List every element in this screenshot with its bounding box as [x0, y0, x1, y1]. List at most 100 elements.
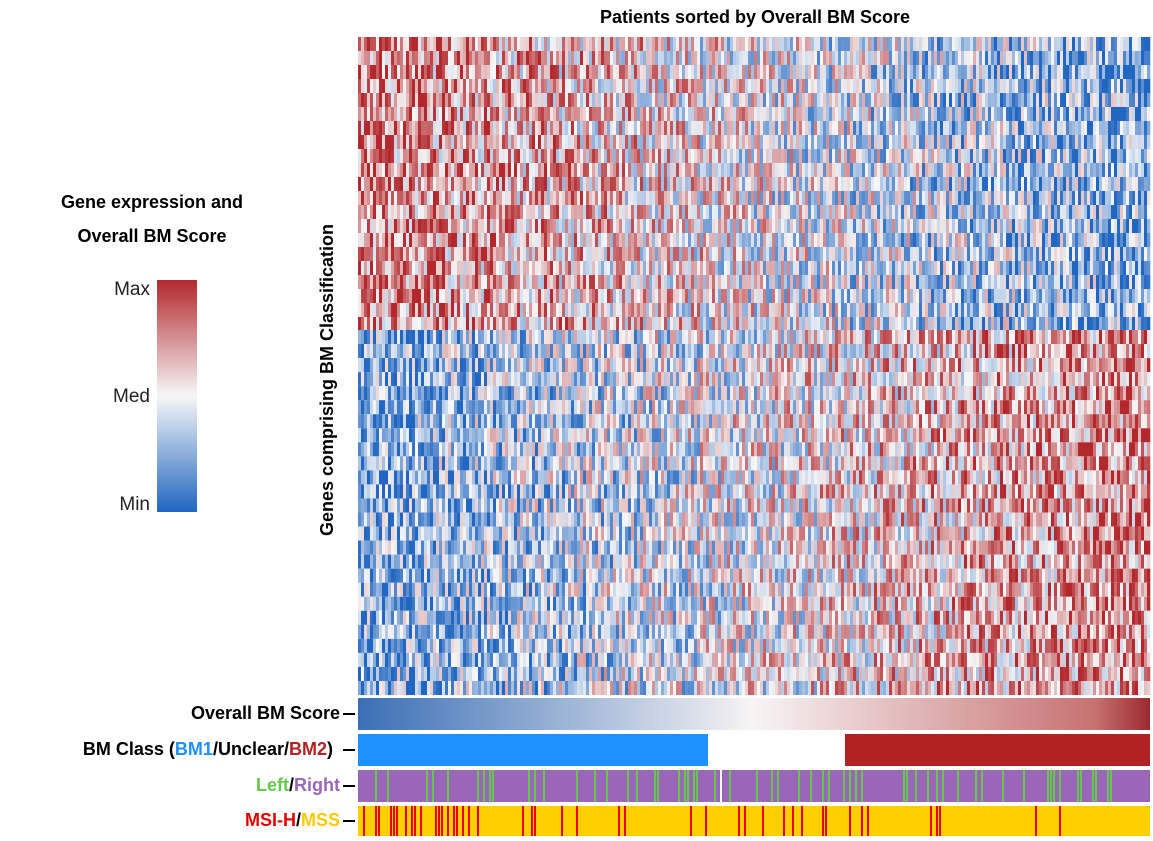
- heat-cell: [1030, 121, 1034, 135]
- heat-cell: [544, 177, 548, 191]
- heat-cell: [628, 233, 632, 247]
- heat-cell: [622, 177, 626, 191]
- heat-cell: [406, 163, 410, 177]
- heat-cell: [466, 289, 470, 303]
- heat-cell: [415, 93, 419, 107]
- heat-cell: [793, 51, 797, 65]
- heat-cell: [469, 79, 473, 93]
- heat-cell: [952, 79, 956, 93]
- heat-cell: [577, 121, 581, 135]
- heat-cell: [382, 289, 386, 303]
- heat-cell: [688, 247, 692, 261]
- heat-cell: [655, 275, 659, 289]
- heat-cell: [1006, 79, 1010, 93]
- heat-cell: [964, 247, 968, 261]
- heat-cell: [1138, 79, 1142, 93]
- heat-cell: [1021, 177, 1025, 191]
- heat-cell: [787, 135, 791, 149]
- heat-cell: [970, 149, 974, 163]
- heat-cell: [976, 149, 980, 163]
- heat-cell: [1072, 163, 1076, 177]
- heat-cell: [907, 205, 911, 219]
- heat-cell: [739, 163, 743, 177]
- heat-cell: [406, 275, 410, 289]
- heat-cell: [490, 233, 494, 247]
- heat-cell: [1066, 191, 1070, 205]
- heat-cell: [496, 93, 500, 107]
- heat-cell: [931, 107, 935, 121]
- heat-cell: [481, 191, 485, 205]
- heat-cell: [949, 247, 953, 261]
- heat-cell: [811, 163, 815, 177]
- heat-cell: [943, 233, 947, 247]
- heat-cell: [955, 121, 959, 135]
- heat-cell: [367, 135, 371, 149]
- heat-cell: [730, 93, 734, 107]
- heat-cell: [1108, 93, 1112, 107]
- heat-cell: [526, 149, 530, 163]
- heat-cell: [367, 261, 371, 275]
- heat-cell: [685, 65, 689, 79]
- heat-cell: [913, 149, 917, 163]
- heat-cell: [478, 135, 482, 149]
- heat-cell: [949, 233, 953, 247]
- heat-cell: [901, 163, 905, 177]
- heat-cell: [730, 205, 734, 219]
- heat-cell: [1054, 93, 1058, 107]
- heat-cell: [994, 191, 998, 205]
- heat-cell: [787, 219, 791, 233]
- heat-cell: [1015, 177, 1019, 191]
- heat-cell: [934, 177, 938, 191]
- heat-cell: [814, 121, 818, 135]
- heat-cell: [919, 177, 923, 191]
- heat-cell: [373, 233, 377, 247]
- heat-cell: [370, 247, 374, 261]
- heat-cell: [670, 289, 674, 303]
- heat-cell: [394, 205, 398, 219]
- heat-cell: [640, 247, 644, 261]
- heat-cell: [829, 37, 833, 51]
- heat-cell: [874, 163, 878, 177]
- heat-cell: [1063, 261, 1067, 275]
- heat-cell: [556, 107, 560, 121]
- heat-cell: [670, 219, 674, 233]
- heat-cell: [709, 79, 713, 93]
- heat-cell: [856, 163, 860, 177]
- heat-cell: [541, 37, 545, 51]
- heat-cell: [841, 163, 845, 177]
- heat-cell: [1147, 149, 1151, 163]
- heat-cell: [769, 233, 773, 247]
- heat-cell: [622, 219, 626, 233]
- heat-cell: [421, 177, 425, 191]
- heat-cell: [445, 247, 449, 261]
- heat-cell: [634, 93, 638, 107]
- heat-cell: [958, 135, 962, 149]
- heat-cell: [718, 37, 722, 51]
- heat-cell: [376, 261, 380, 275]
- heat-cell: [1027, 205, 1031, 219]
- heat-cell: [988, 261, 992, 275]
- heat-cell: [1132, 149, 1136, 163]
- heat-cell: [712, 275, 716, 289]
- heat-cell: [568, 135, 572, 149]
- heat-cell: [565, 121, 569, 135]
- heat-cell: [679, 191, 683, 205]
- heat-cell: [754, 37, 758, 51]
- heat-cell: [1072, 177, 1076, 191]
- heat-cell: [1102, 205, 1106, 219]
- heat-cell: [727, 79, 731, 93]
- heat-cell: [1057, 289, 1061, 303]
- heat-cell: [904, 163, 908, 177]
- heat-cell: [865, 149, 869, 163]
- heat-cell: [478, 93, 482, 107]
- heat-cell: [760, 177, 764, 191]
- heat-cell: [1135, 51, 1139, 65]
- heat-cell: [628, 289, 632, 303]
- heat-cell: [361, 233, 365, 247]
- heat-cell: [706, 247, 710, 261]
- heat-cell: [460, 93, 464, 107]
- heat-cell: [745, 233, 749, 247]
- heat-cell: [748, 275, 752, 289]
- heat-cell: [1099, 93, 1103, 107]
- heat-cell: [424, 121, 428, 135]
